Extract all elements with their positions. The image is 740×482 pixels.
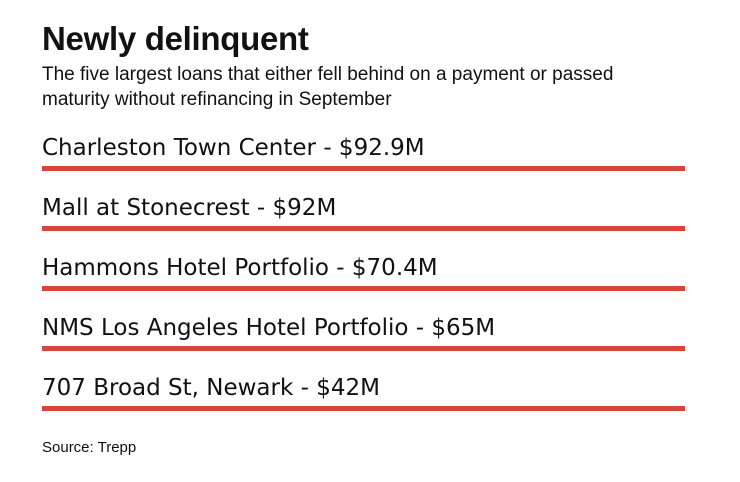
source-note: Source: Trepp xyxy=(42,439,137,456)
bar-row: Charleston Town Center - $92.9M xyxy=(42,134,685,171)
bar-row: Hammons Hotel Portfolio - $70.4M xyxy=(42,254,685,291)
bar xyxy=(42,286,685,291)
chart-title: Newly delinquent xyxy=(42,20,309,57)
bar xyxy=(42,226,685,231)
bar-label: Mall at Stonecrest - $92M xyxy=(42,195,337,221)
bar-label: Charleston Town Center - $92.9M xyxy=(42,135,425,161)
bar xyxy=(42,406,685,411)
bar-label: 707 Broad St, Newark - $42M xyxy=(42,375,380,401)
bar-row: NMS Los Angeles Hotel Portfolio - $65M xyxy=(42,314,685,351)
bar xyxy=(42,166,685,171)
bar-row: Mall at Stonecrest - $92M xyxy=(42,194,685,231)
bar-label: Hammons Hotel Portfolio - $70.4M xyxy=(42,255,438,281)
bar-label: NMS Los Angeles Hotel Portfolio - $65M xyxy=(42,315,496,341)
chart-subtitle: The five largest loans that either fell … xyxy=(42,64,614,110)
bar-row: 707 Broad St, Newark - $42M xyxy=(42,374,685,411)
bar xyxy=(42,346,685,351)
